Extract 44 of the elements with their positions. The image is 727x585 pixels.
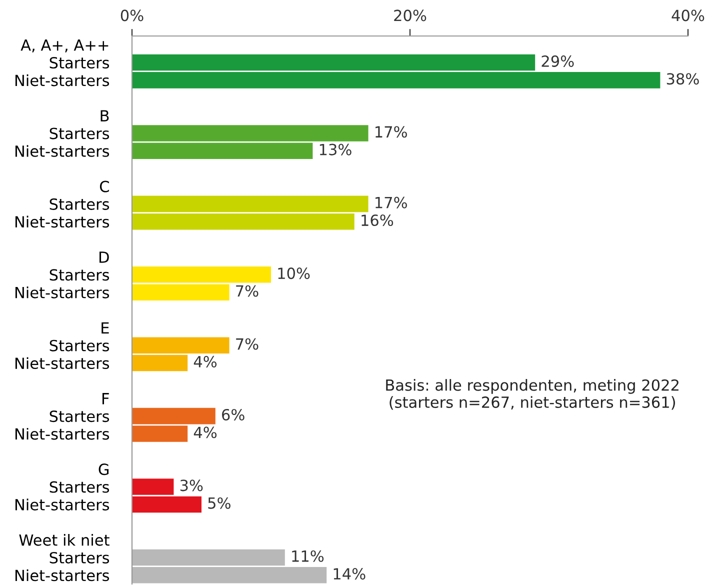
x-tick-label: 20% — [394, 10, 426, 22]
data-label: 3% — [180, 480, 203, 492]
y-tick-label: Niet-starters — [15, 74, 110, 86]
y-tick-label: E — [102, 322, 109, 334]
data-label: 7% — [236, 338, 258, 350]
y-tick-label: Niet-starters — [15, 498, 110, 510]
y-tick-label: Niet-starters — [15, 145, 110, 157]
y-tick-label: D — [100, 252, 109, 263]
data-label: 14% — [334, 568, 366, 580]
y-tick-label: Niet-starters — [15, 216, 110, 228]
y-tick-label: Niet-starters — [15, 569, 110, 582]
data-label: 13% — [320, 144, 352, 156]
data-label: 17% — [376, 126, 407, 138]
y-tick-label: G — [98, 464, 109, 476]
data-label: 10% — [278, 268, 310, 280]
y-tick-label: C — [100, 180, 109, 192]
y-tick-label: Niet-starters — [15, 286, 110, 298]
y-tick-label: Weet ik niet — [19, 534, 110, 546]
y-tick-label: B — [100, 110, 109, 122]
data-label: 17% — [376, 196, 407, 208]
data-label: 7% — [236, 285, 258, 297]
y-tick-label: Niet-starters — [15, 428, 110, 440]
y-tick-label: A, A+, A++ — [20, 40, 108, 52]
data-label: 11% — [292, 550, 324, 562]
y-tick-label: Starters — [50, 128, 110, 140]
data-label: 4% — [194, 426, 217, 438]
data-label: 6% — [222, 408, 244, 420]
x-tick-label: 0% — [120, 10, 144, 22]
y-tick-label: Niet-starters — [15, 357, 110, 370]
y-tick-label: Starters — [50, 481, 110, 493]
annotation: Basis: alle respondenten, meting 2022 (starters n=267, niet-starters n=361) — [386, 379, 678, 410]
y-tick-label: Starters — [50, 56, 110, 69]
y-tick-label: Starters — [50, 410, 110, 422]
y-tick-label: Starters — [50, 269, 110, 281]
data-label: 38% — [666, 73, 699, 85]
y-tick-label: F — [102, 393, 109, 404]
data-label: 29% — [542, 55, 574, 67]
data-label: 16% — [362, 214, 394, 226]
data-label: 5% — [208, 497, 230, 509]
data-label: 4% — [194, 356, 217, 368]
y-tick-label: Starters — [50, 198, 110, 210]
y-tick-label: Starters — [50, 340, 110, 352]
y-tick-label: Starters — [50, 552, 110, 564]
x-tick-label: 40% — [672, 10, 704, 22]
